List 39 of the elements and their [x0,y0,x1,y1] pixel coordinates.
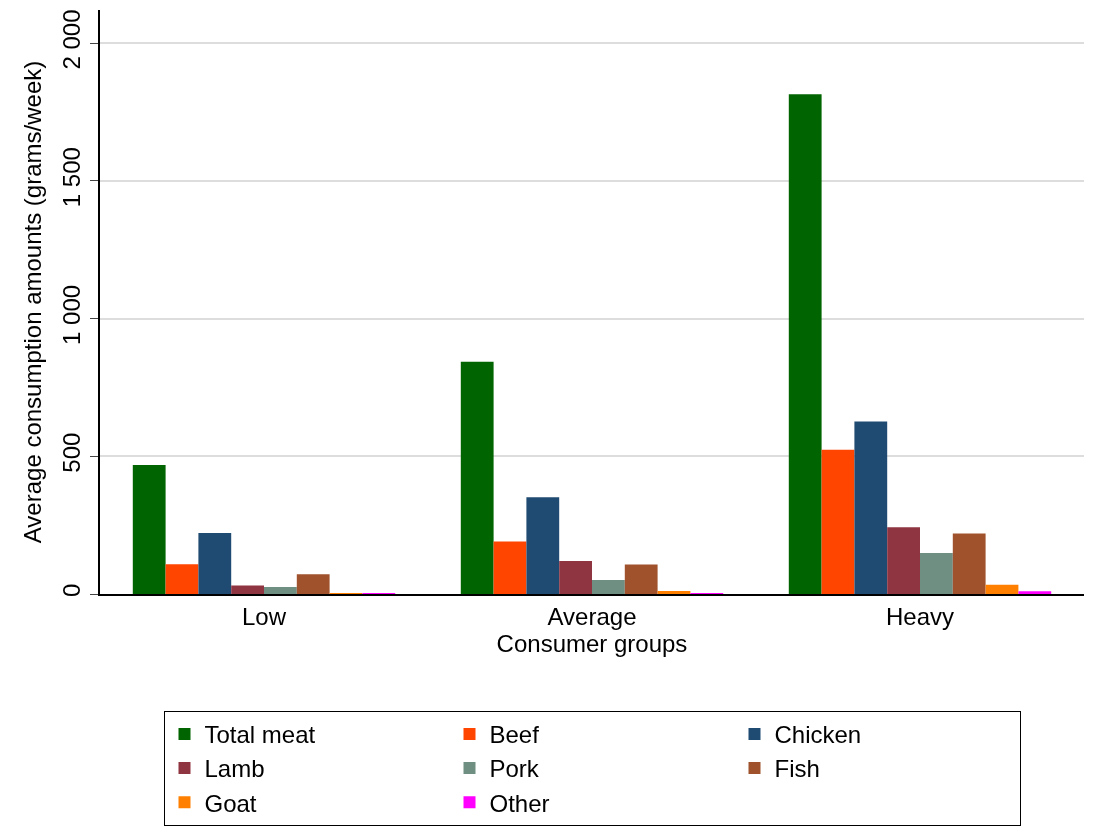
bar [985,584,1019,594]
bar [231,585,264,594]
legend-label: Other [489,789,550,817]
y-tick-label: 1 000 [58,284,86,345]
bar [592,579,625,594]
legend-label: Pork [489,755,540,783]
x-tick-label: Average [547,602,637,630]
bar [657,590,691,594]
bar [1018,591,1052,594]
legend-label: Beef [489,721,540,749]
bar [887,527,920,594]
bar [460,361,494,594]
bar [821,449,855,594]
bar [132,465,166,594]
bar [526,497,560,594]
y-tick-label: 500 [58,432,86,473]
legend-label: Lamb [204,755,265,783]
bar [198,533,232,594]
legend-label: Chicken [774,721,862,749]
legend-label: Total meat [204,721,316,749]
bar [264,587,297,594]
bar [788,94,822,594]
x-tick-label: Low [241,602,287,630]
bar [165,564,199,594]
y-tick-label: 1 500 [58,147,86,208]
legend-label: Fish [774,755,820,783]
y-axis-title: Average consumption amounts (grams/week) [19,60,46,544]
y-tick-label: 2 000 [58,9,86,70]
x-tick-label: Heavy [885,602,955,630]
bar [493,541,527,594]
bar [559,560,592,594]
y-tick-label: 0 [58,583,86,598]
bar [624,564,658,594]
x-axis-title: Consumer groups [496,629,688,657]
bar [854,421,888,594]
legend-label: Goat [204,789,257,817]
bar [920,552,953,594]
bar [296,574,330,594]
bar [952,533,986,594]
